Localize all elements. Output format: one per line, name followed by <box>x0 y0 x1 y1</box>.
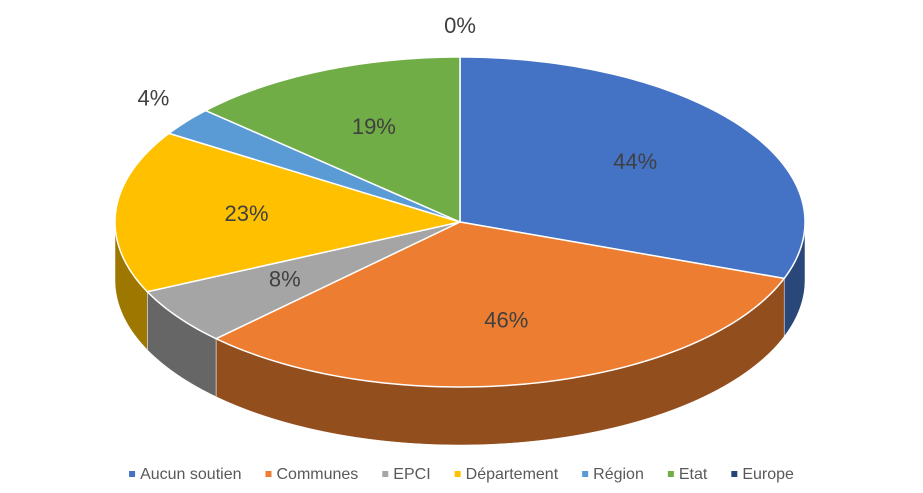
legend-swatch <box>454 471 461 477</box>
data-label: 8% <box>269 266 301 291</box>
data-label: 46% <box>484 308 528 333</box>
legend-label: Communes <box>276 466 358 483</box>
legend-swatch <box>731 471 738 477</box>
data-label: 23% <box>225 201 269 226</box>
slice <box>214 221 786 388</box>
legend-label: Aucun soutien <box>140 466 241 483</box>
legend-label: Département <box>466 466 559 483</box>
legend-label: EPCI <box>393 466 430 483</box>
legend-label: Europe <box>742 466 794 483</box>
slice <box>203 56 461 224</box>
legend-swatch <box>265 471 272 477</box>
slice <box>114 132 463 293</box>
legend-swatch <box>582 471 589 477</box>
data-label: 4% <box>138 85 170 110</box>
data-label: 0% <box>444 13 476 38</box>
legend-label: Etat <box>679 466 708 483</box>
legend-swatch <box>667 471 674 477</box>
data-label: 19% <box>352 114 396 139</box>
legend-swatch <box>382 471 389 477</box>
slice <box>459 56 806 280</box>
legend-swatch <box>129 471 136 477</box>
legend-label: Région <box>593 466 644 483</box>
slice <box>145 221 461 340</box>
slice <box>167 109 461 223</box>
data-label: 44% <box>613 149 657 174</box>
legend: Aucun soutien Communes EPCI Département Régi… <box>129 466 794 483</box>
